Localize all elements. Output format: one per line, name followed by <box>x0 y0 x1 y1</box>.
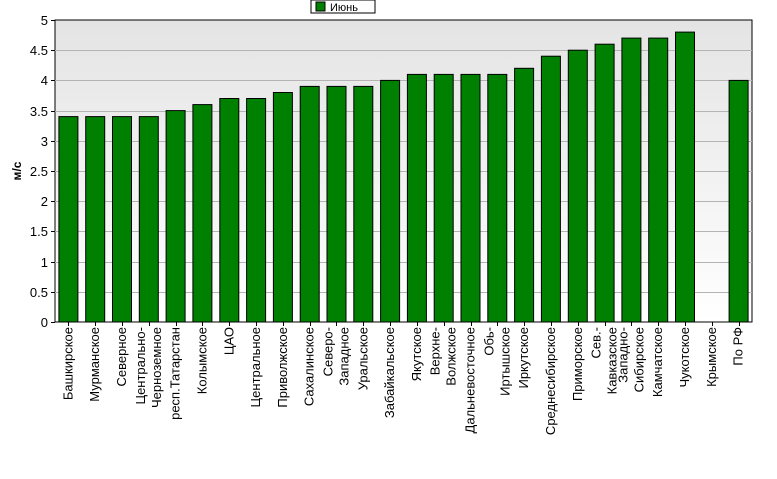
x-tick-label: Дальневосточное <box>463 327 478 433</box>
bar <box>219 98 240 323</box>
x-tick-label: Уральское <box>355 327 370 390</box>
x-tick-label: Северо-Западное <box>321 327 352 386</box>
bar <box>380 79 401 323</box>
x-tick-label: Камчатское <box>650 327 665 397</box>
bar <box>460 73 481 323</box>
x-tick-label: Сахалинское <box>302 327 317 406</box>
x-tick-labels: Башкирское Мурманское Северное Центрально-Ч… <box>60 327 745 435</box>
x-tick-label: Чукотское <box>677 327 692 388</box>
bar <box>58 116 79 323</box>
y-tick-label: 5 <box>41 13 48 28</box>
x-tick-label: Северное <box>114 327 129 386</box>
bar <box>112 116 132 323</box>
bar <box>728 79 749 323</box>
bar <box>85 116 106 323</box>
x-tick-label: По РФ <box>731 327 746 366</box>
legend-label: Июнь <box>330 2 358 14</box>
x-tick-label: Крымское <box>704 327 719 387</box>
bar <box>433 73 454 323</box>
y-tick-label: 4 <box>41 73 48 88</box>
x-tick-label: Иркутское <box>516 327 531 389</box>
bar <box>299 85 320 323</box>
x-tick-label: ЦАО <box>221 327 236 355</box>
y-tick-label: 3.5 <box>30 104 48 119</box>
bar <box>138 116 159 323</box>
bar <box>621 37 642 323</box>
y-tick-label: 4.5 <box>30 43 48 58</box>
x-tick-label: Мурманское <box>87 327 102 402</box>
bar <box>326 85 347 323</box>
x-tick-label: Забайкальское <box>382 327 397 418</box>
legend-box <box>310 0 376 14</box>
bar <box>246 98 267 323</box>
bar <box>272 92 293 323</box>
y-tick-label: 0 <box>41 315 48 330</box>
x-tick-label: Центральное <box>248 327 263 407</box>
x-tick-label: респ.Татарстан <box>168 327 183 420</box>
bar <box>514 67 535 323</box>
legend-swatch <box>315 1 326 12</box>
x-tick-label: Верхне-Волжское <box>428 327 459 386</box>
y-axis-title: м/с <box>10 161 24 180</box>
bar <box>675 31 695 323</box>
x-tick-label: Колымское <box>194 327 209 394</box>
axes <box>51 20 740 326</box>
x-tick-label: Башкирское <box>60 327 75 400</box>
bar <box>540 55 561 323</box>
x-tick-label: Среднесибирское <box>543 327 558 435</box>
x-tick-label: Приморское <box>570 327 585 401</box>
x-tick-label: Сев.-Кавказское <box>589 327 620 394</box>
x-tick-label: Западно-Сибирское <box>615 327 646 392</box>
y-tick-label: 2.5 <box>30 164 48 179</box>
y-tick-label: 0.5 <box>30 285 48 300</box>
y-tick-labels: 0 0.5 1 1.5 2 2.5 3 3.5 4 4.5 5 <box>30 13 48 330</box>
x-tick-label: Центрально-Черноземное <box>133 327 164 408</box>
x-tick-label: Приволжское <box>275 327 290 408</box>
bar <box>487 73 508 323</box>
bar <box>648 37 669 323</box>
y-tick-label: 1 <box>41 255 48 270</box>
bars <box>58 31 749 323</box>
bar <box>406 73 427 323</box>
bar <box>165 110 186 323</box>
bar <box>567 49 588 323</box>
bar <box>594 43 615 323</box>
bar <box>192 104 213 323</box>
y-tick-label: 1.5 <box>30 224 48 239</box>
y-tick-label: 3 <box>41 134 48 149</box>
x-tick-label: Якутское <box>409 327 424 381</box>
x-tick-label: Обь-Иртышское <box>481 327 512 396</box>
bar <box>353 85 374 323</box>
y-tick-label: 2 <box>41 194 48 209</box>
legend: Июнь <box>310 0 376 14</box>
